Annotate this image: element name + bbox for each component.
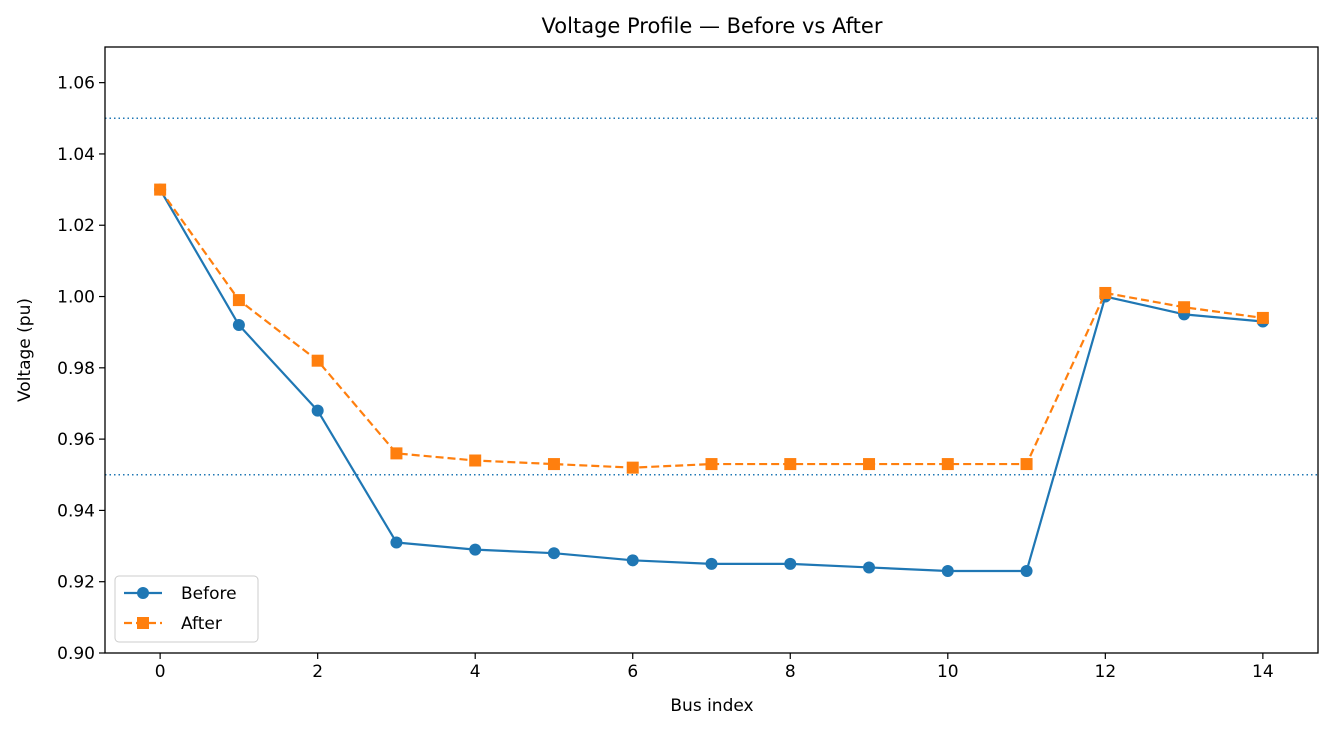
data-point-after <box>1020 458 1033 471</box>
x-tick-label: 8 <box>785 662 796 682</box>
data-point-before <box>469 543 482 556</box>
legend-marker-after <box>137 617 149 629</box>
series-after <box>154 183 1269 474</box>
data-point-before <box>863 561 876 574</box>
y-tick-label: 1.02 <box>57 216 95 236</box>
x-tick-label: 0 <box>155 662 166 682</box>
x-tick-label: 10 <box>937 662 959 682</box>
data-point-after <box>705 458 718 471</box>
legend: Before After <box>114 575 259 643</box>
data-point-after <box>232 294 245 307</box>
legend-marker-before <box>137 587 149 599</box>
legend-item-before: Before <box>124 584 237 604</box>
x-tick-label: 14 <box>1252 662 1274 682</box>
data-point-after <box>469 454 482 467</box>
y-tick-label: 1.04 <box>57 145 95 165</box>
data-point-before <box>1020 565 1033 578</box>
data-point-after <box>1099 286 1112 299</box>
data-point-before <box>784 557 797 570</box>
series-layer <box>154 183 1269 578</box>
plot-area-frame <box>104 46 1319 654</box>
data-point-before <box>311 404 324 417</box>
series-line-before <box>159 189 1263 573</box>
x-tick-label: 4 <box>470 662 481 682</box>
data-point-after <box>784 458 797 471</box>
data-point-after <box>1178 301 1191 314</box>
y-axis: 0.90 0.92 0.94 0.96 0.98 1.00 1.02 1.04 1.06 <box>57 74 105 664</box>
data-point-before <box>390 536 403 549</box>
data-point-before <box>941 565 954 578</box>
legend-item-after: After <box>124 614 222 634</box>
legend-label-before: Before <box>181 584 237 604</box>
y-tick-label: 1.00 <box>57 288 95 308</box>
x-tick-label: 12 <box>1095 662 1117 682</box>
y-tick-label: 0.96 <box>57 430 95 450</box>
data-point-before <box>547 547 560 560</box>
chart-title: Voltage Profile — Before vs After <box>542 14 883 38</box>
data-point-after <box>863 458 876 471</box>
data-point-after <box>626 461 639 474</box>
data-point-before <box>705 557 718 570</box>
data-point-after <box>1256 311 1269 324</box>
data-point-after <box>547 458 560 471</box>
y-axis-label: Voltage (pu) <box>15 298 35 402</box>
x-tick-label: 6 <box>627 662 638 682</box>
x-axis: 0 2 4 6 8 10 12 14 <box>155 653 1274 682</box>
data-point-after <box>311 354 324 367</box>
x-axis-label: Bus index <box>670 696 753 716</box>
data-point-before <box>626 554 639 567</box>
y-tick-label: 0.90 <box>57 644 95 664</box>
x-tick-label: 2 <box>312 662 323 682</box>
data-point-after <box>941 458 954 471</box>
data-point-before <box>232 319 245 332</box>
legend-label-after: After <box>181 614 222 634</box>
y-tick-label: 0.94 <box>57 501 95 521</box>
reference-lines <box>105 117 1318 476</box>
series-before <box>154 183 1269 578</box>
y-tick-label: 0.92 <box>57 573 95 593</box>
y-tick-label: 1.06 <box>57 74 95 94</box>
data-point-after <box>390 447 403 460</box>
data-point-after <box>154 183 167 196</box>
y-tick-label: 0.98 <box>57 359 95 379</box>
